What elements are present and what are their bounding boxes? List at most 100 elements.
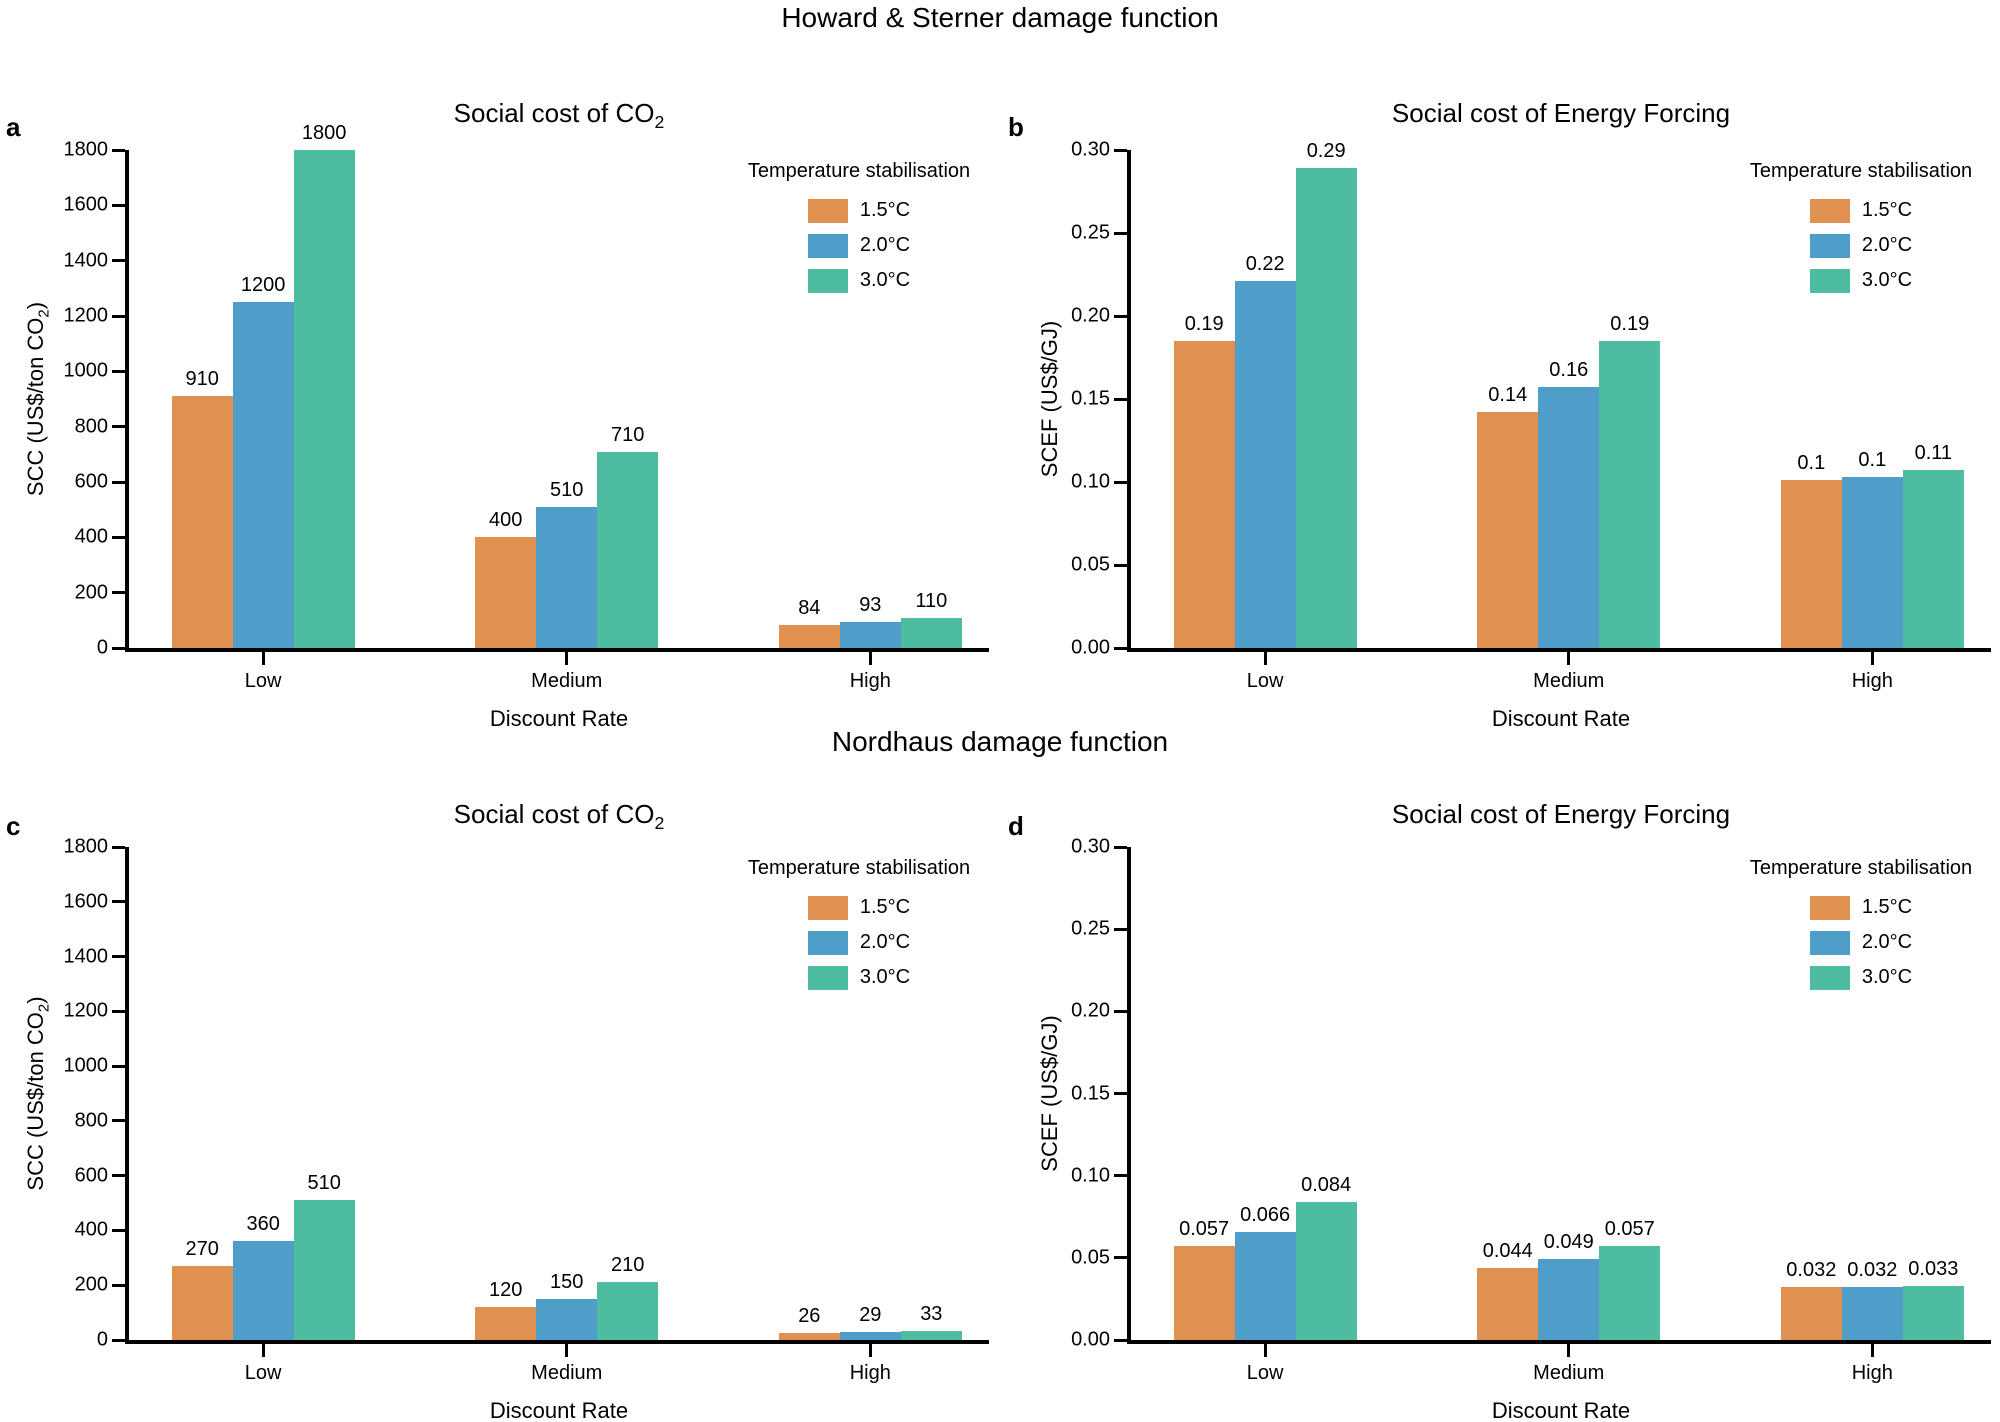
y-tick-label: 1600 bbox=[63, 890, 109, 913]
legend-swatch bbox=[807, 895, 848, 920]
legend-swatch bbox=[1809, 233, 1850, 258]
bar-value-label: 0.057 bbox=[1179, 1218, 1230, 1241]
y-tick bbox=[112, 955, 125, 959]
figure-title-nordhaus: Nordhaus damage function bbox=[831, 726, 1169, 757]
bar-value-label: 84 bbox=[798, 596, 821, 619]
legend-title: Temperature stabilisation bbox=[747, 857, 971, 879]
y-tick bbox=[1114, 646, 1127, 650]
x-tick bbox=[565, 652, 569, 665]
panel-c-y-axis-label: SCC (US$/ton CO2) bbox=[23, 996, 53, 1191]
x-tick-label: High bbox=[849, 1362, 891, 1384]
y-tick bbox=[112, 369, 125, 373]
legend: Temperature stabilisation 1.5°C 2.0°C 3.0°C bbox=[1737, 857, 1985, 995]
legend-entry-label: 3.0°C bbox=[859, 269, 911, 291]
legend-swatch bbox=[807, 965, 848, 990]
bar-3.0°C-high bbox=[900, 1330, 962, 1340]
panel-a-letter: a bbox=[6, 112, 21, 142]
bar-3.0°C-low bbox=[1295, 168, 1357, 648]
bar-value-label: 360 bbox=[246, 1213, 280, 1236]
bar-1.5°C-high bbox=[778, 1332, 840, 1340]
bar-value-label: 110 bbox=[915, 589, 948, 612]
x-tick-label: Low bbox=[244, 1362, 282, 1384]
bar-3.0°C-high bbox=[900, 617, 962, 648]
y-tick bbox=[1114, 480, 1127, 484]
y-tick-label: 1200 bbox=[63, 304, 109, 327]
panel-c-letter: c bbox=[6, 811, 21, 841]
y-tick bbox=[1114, 1174, 1127, 1178]
y-tick bbox=[112, 1064, 125, 1068]
panel-c-title: Social cost of CO2 bbox=[453, 799, 665, 834]
y-tick-label: 0.00 bbox=[1071, 1328, 1110, 1351]
legend-entry: 2.0°C bbox=[1737, 925, 1985, 960]
panel-b-x-axis-label: Discount Rate bbox=[1491, 706, 1631, 731]
y-tick-label: 400 bbox=[74, 525, 108, 548]
figure-title-howard-sterner: Howard & Sterner damage function bbox=[781, 2, 1219, 33]
bar-2.0°C-high bbox=[1841, 477, 1903, 648]
legend-entry-label: 2.0°C bbox=[1861, 234, 1913, 256]
y-tick bbox=[1114, 314, 1127, 318]
y-tick bbox=[1114, 845, 1127, 849]
y-tick bbox=[112, 480, 125, 484]
y-tick-label: 800 bbox=[74, 1109, 108, 1132]
y-tick bbox=[112, 259, 125, 263]
panel-d-x-axis-label: Discount Rate bbox=[1491, 1398, 1631, 1422]
x-tick-label: Low bbox=[244, 670, 282, 692]
legend-entry: 2.0°C bbox=[1737, 228, 1985, 263]
bar-2.0°C-high bbox=[839, 622, 901, 648]
legend-entry-label: 3.0°C bbox=[859, 966, 911, 988]
bar-2.0°C-low bbox=[232, 302, 294, 648]
y-tick bbox=[112, 148, 125, 152]
legend-swatch bbox=[1809, 930, 1850, 955]
bar-1.5°C-high bbox=[1780, 1287, 1842, 1340]
y-tick-label: 0.05 bbox=[1071, 553, 1110, 576]
x-tick-label: High bbox=[1851, 670, 1893, 692]
y-tick-label: 400 bbox=[74, 1218, 108, 1241]
legend-entry-label: 2.0°C bbox=[859, 931, 911, 953]
legend-swatch bbox=[807, 198, 848, 223]
legend-swatch bbox=[807, 930, 848, 955]
bar-value-label: 0.22 bbox=[1245, 253, 1285, 276]
bar-3.0°C-low bbox=[293, 150, 355, 648]
x-tick bbox=[1263, 1344, 1267, 1357]
y-tick bbox=[1114, 1009, 1127, 1013]
bar-value-label: 210 bbox=[611, 1254, 645, 1277]
bar-2.0°C-low bbox=[1234, 281, 1296, 648]
panel-d-letter: d bbox=[1008, 811, 1024, 841]
y-tick-label: 0.25 bbox=[1071, 221, 1110, 244]
panel-b-plot-area: b Social cost of Energy Forcing SCEF (US… bbox=[1008, 98, 1991, 731]
y-tick-label: 200 bbox=[74, 1273, 108, 1296]
bar-2.0°C-high bbox=[1841, 1287, 1903, 1340]
y-tick-label: 0.05 bbox=[1071, 1246, 1110, 1269]
y-tick bbox=[112, 1119, 125, 1123]
x-tick bbox=[1870, 1344, 1874, 1357]
bar-value-label: 0.032 bbox=[1847, 1259, 1898, 1282]
x-tick-label: Medium bbox=[1533, 670, 1605, 692]
bar-1.5°C-medium bbox=[475, 1307, 537, 1340]
legend-entry-label: 2.0°C bbox=[1861, 931, 1913, 953]
bar-value-label: 1200 bbox=[240, 274, 286, 297]
bar-1.5°C-low bbox=[1173, 1246, 1235, 1340]
bar-value-label: 26 bbox=[798, 1304, 821, 1327]
legend: Temperature stabilisation 1.5°C 2.0°C 3.0°C bbox=[735, 857, 983, 995]
bar-3.0°C-medium bbox=[1599, 1246, 1661, 1340]
legend-entry: 3.0°C bbox=[1737, 960, 1985, 995]
y-tick-label: 1400 bbox=[63, 945, 109, 968]
legend-swatch bbox=[807, 268, 848, 293]
x-tick-label: Medium bbox=[1533, 1362, 1605, 1384]
y-tick-label: 600 bbox=[74, 470, 108, 493]
y-tick-label: 0.25 bbox=[1071, 917, 1110, 940]
legend-swatch bbox=[1809, 895, 1850, 920]
panel-c-plot-area: c Social cost of CO2 SCC (US$/ton CO2) D… bbox=[6, 799, 989, 1422]
legend-entry-label: 2.0°C bbox=[859, 234, 911, 256]
x-tick bbox=[261, 652, 265, 665]
y-tick bbox=[1114, 1092, 1127, 1095]
y-tick-label: 0.15 bbox=[1071, 387, 1110, 410]
y-tick-label: 0.20 bbox=[1071, 999, 1110, 1022]
panel-b-letter: b bbox=[1008, 112, 1024, 142]
y-tick bbox=[112, 900, 125, 904]
y-tick-label: 600 bbox=[74, 1164, 108, 1187]
bar-value-label: 120 bbox=[489, 1279, 523, 1302]
legend-entry: 1.5°C bbox=[1737, 193, 1985, 228]
y-tick-label: 1800 bbox=[63, 835, 109, 858]
